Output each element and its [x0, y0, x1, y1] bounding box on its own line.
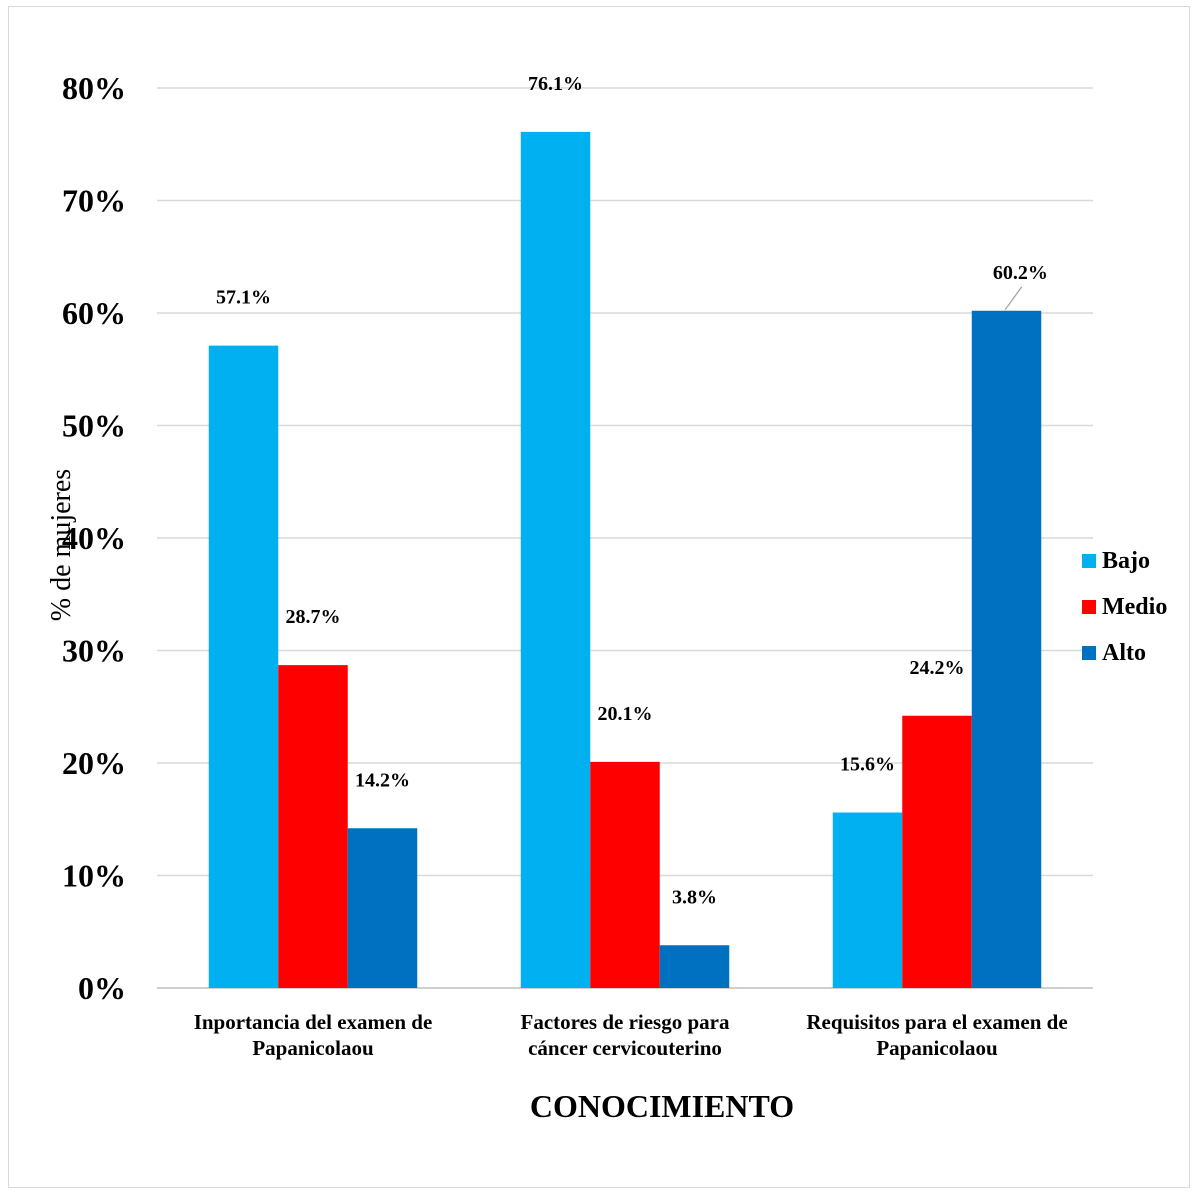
- legend-item-bajo: Bajo: [1082, 538, 1167, 584]
- bars: [208, 131, 1042, 988]
- bar-bajo: [832, 812, 903, 988]
- y-axis-label: % de mujeres: [46, 468, 77, 622]
- y-tick-label: 40%: [62, 520, 126, 556]
- legend-label-bajo: Bajo: [1102, 547, 1150, 574]
- y-tick-label: 30%: [62, 633, 126, 669]
- legend-item-alto: Alto: [1082, 630, 1167, 676]
- x-tick-label: Papanicolaou: [252, 1036, 374, 1060]
- bar-alto: [347, 828, 418, 988]
- bar-alto: [971, 310, 1042, 988]
- x-tick-label: Factores de riesgo para: [521, 1010, 730, 1034]
- data-label: 20.1%: [598, 703, 653, 725]
- bar-medio: [590, 761, 660, 988]
- data-label: 76.1%: [528, 73, 583, 95]
- y-axis-ticks: 0% 10% 20% 30% 40% 50% 60% 70% 80%: [62, 70, 126, 1006]
- data-label: 28.7%: [286, 606, 341, 628]
- legend-item-medio: Medio: [1082, 584, 1167, 630]
- y-tick-label: 60%: [62, 295, 126, 331]
- y-tick-label: 50%: [62, 408, 126, 444]
- y-tick-label: 0%: [78, 970, 126, 1006]
- data-label: 15.6%: [840, 754, 895, 776]
- data-label: 57.1%: [216, 287, 271, 309]
- x-axis-label: CONOCIMIENTO: [529, 1088, 795, 1124]
- leader-line: [1004, 286, 1023, 311]
- data-label: 14.2%: [355, 769, 410, 791]
- legend-swatch-bajo: [1082, 554, 1096, 568]
- bar-medio: [278, 665, 348, 988]
- y-tick-label: 70%: [62, 183, 126, 219]
- y-tick-label: 10%: [62, 858, 126, 894]
- legend-swatch-alto: [1082, 646, 1096, 660]
- data-label: 60.2%: [993, 262, 1048, 284]
- data-labels: 57.1% 76.1% 15.6% 28.7% 20.1% 24.2% 14.2% 3.8% 6…: [216, 73, 1048, 908]
- bar-bajo: [208, 345, 279, 988]
- x-tick-label: Papanicolaou: [876, 1036, 998, 1060]
- bar-bajo: [520, 131, 591, 988]
- x-tick-label: Inportancia del examen de: [194, 1010, 433, 1034]
- x-tick-label: Requisitos para el examen de: [806, 1010, 1067, 1034]
- x-tick-label: cáncer cervicouterino: [528, 1036, 722, 1060]
- legend-label-alto: Alto: [1102, 639, 1146, 666]
- legend: Bajo Medio Alto: [1082, 538, 1167, 676]
- y-tick-label: 80%: [62, 70, 126, 106]
- x-axis-ticks: Inportancia del examen dePapanicolaouFac…: [194, 1010, 1068, 1060]
- data-label: 24.2%: [910, 657, 965, 679]
- bar-medio: [902, 715, 972, 988]
- y-tick-label: 20%: [62, 745, 126, 781]
- bar-alto: [659, 945, 730, 988]
- legend-swatch-medio: [1082, 600, 1096, 614]
- data-label: 3.8%: [672, 886, 717, 908]
- legend-label-medio: Medio: [1102, 593, 1168, 620]
